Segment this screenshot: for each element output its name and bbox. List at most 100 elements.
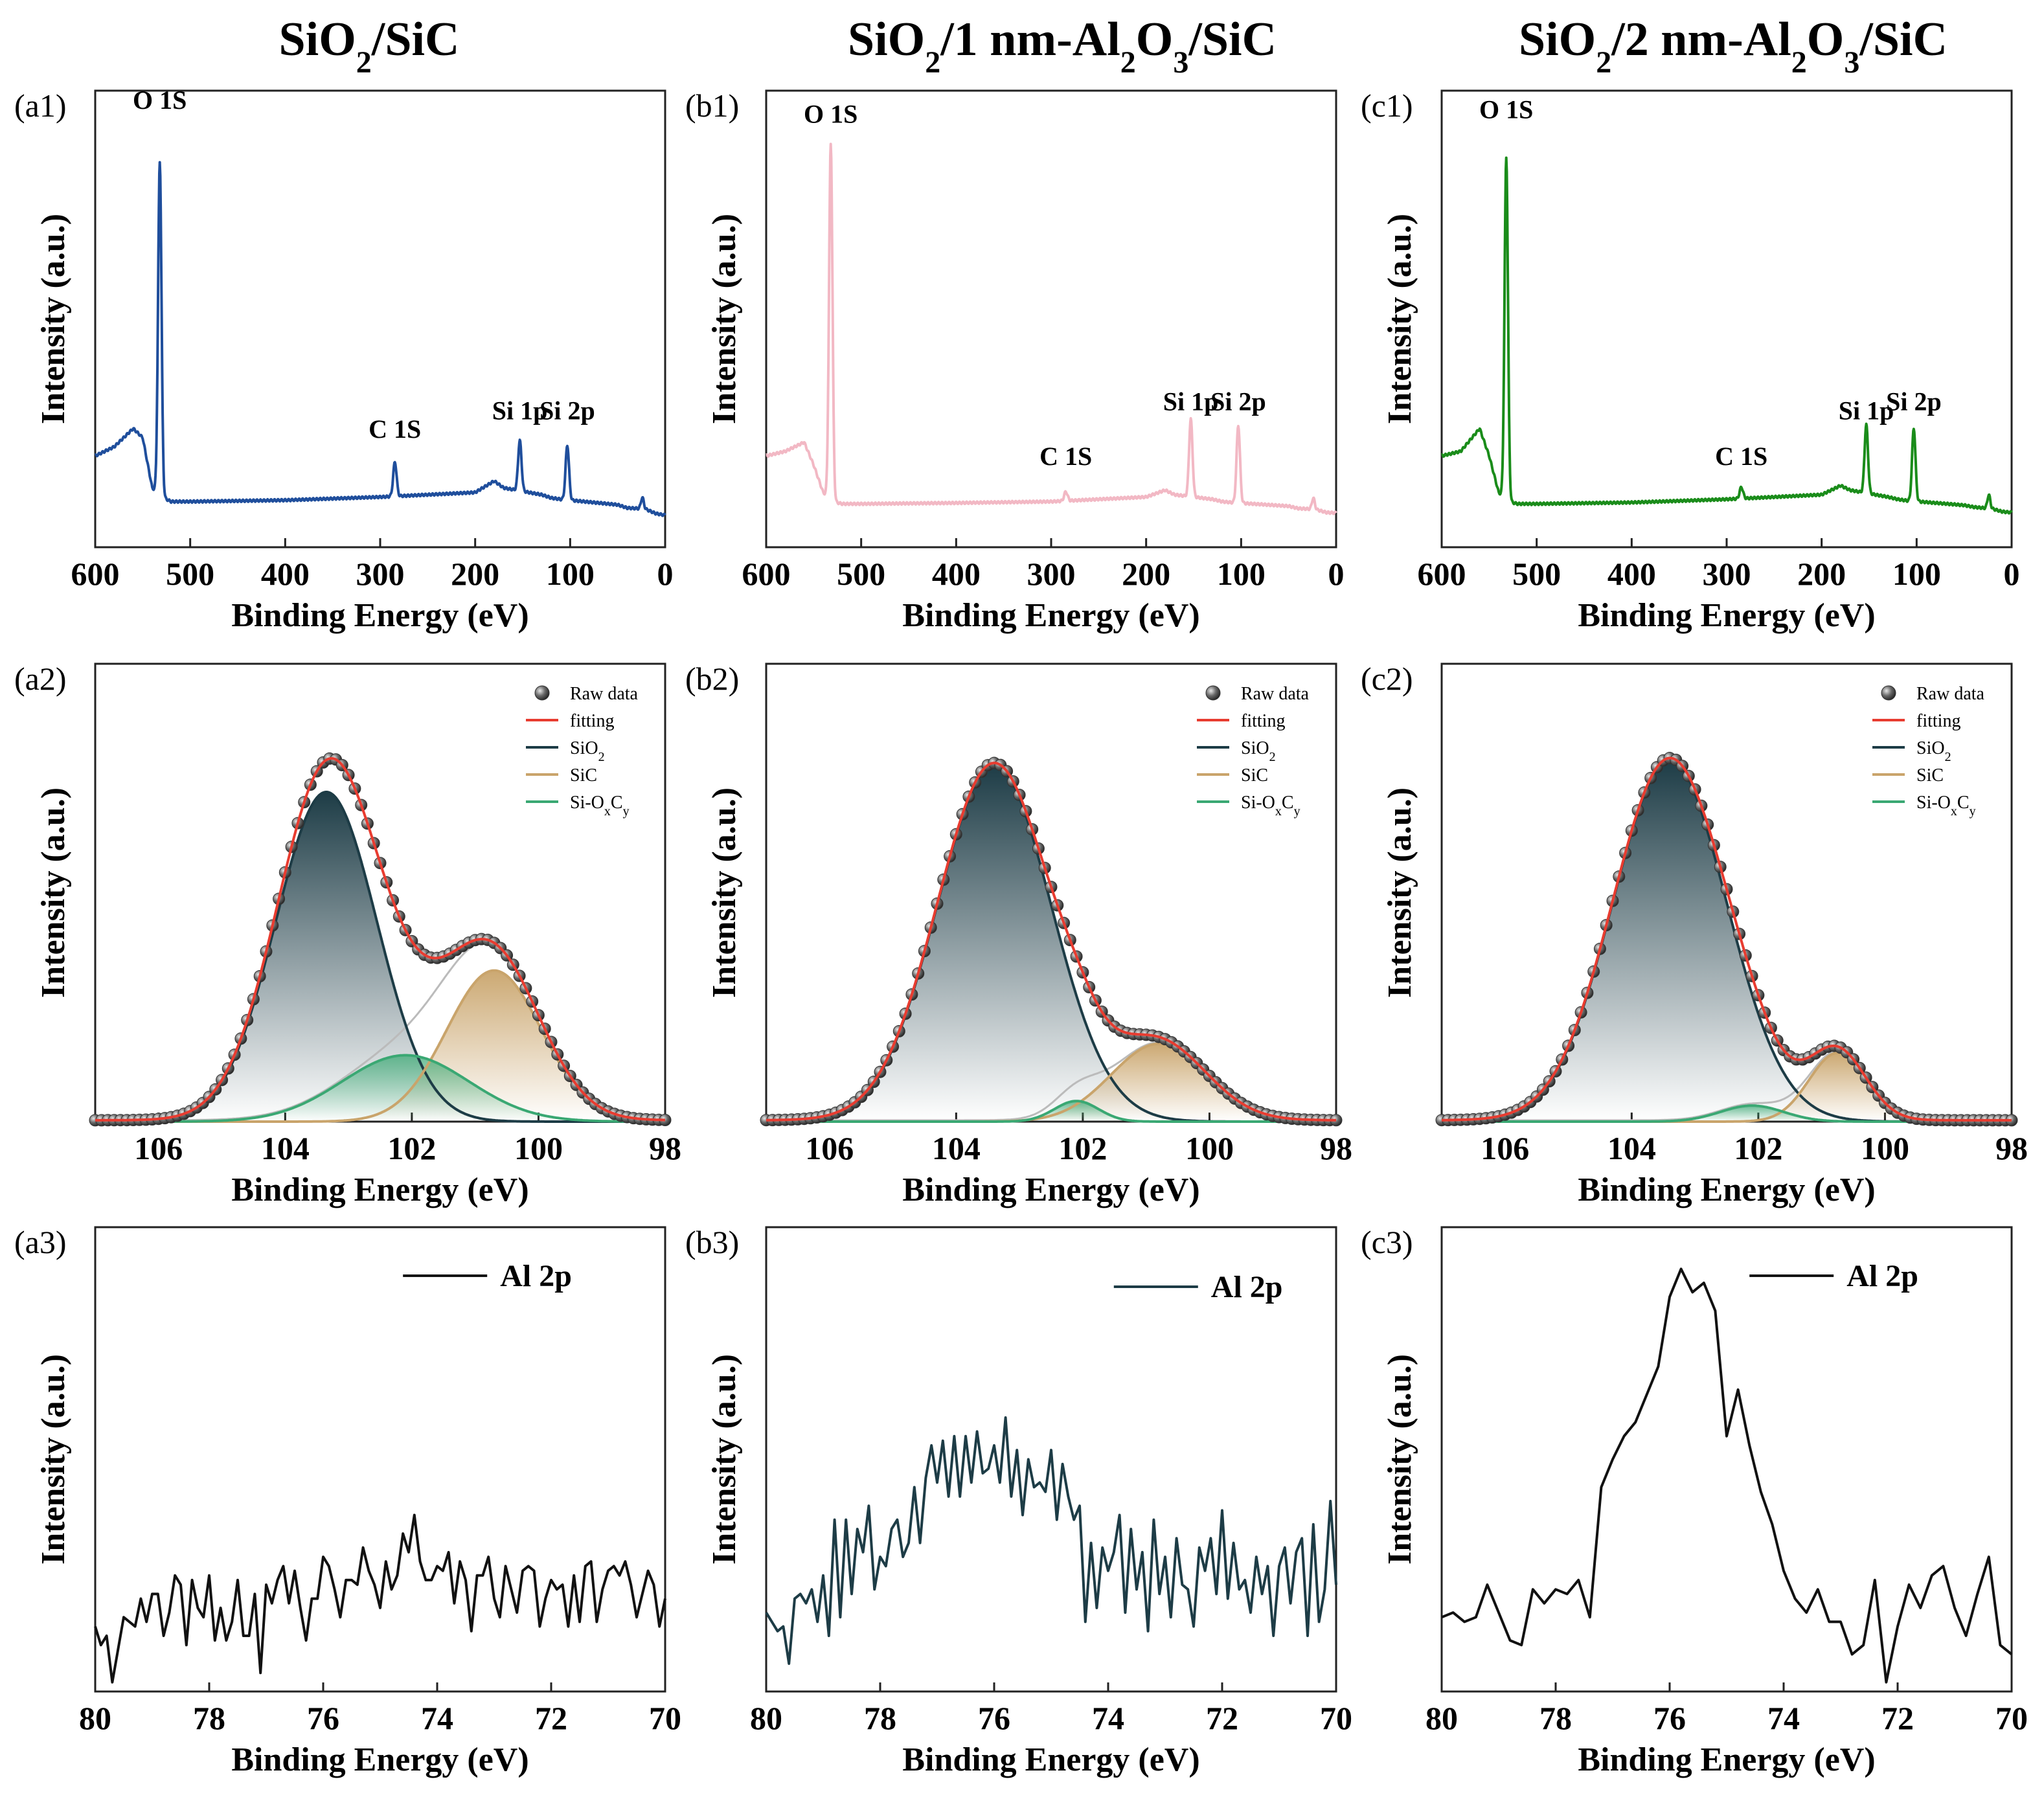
legend-label: Si-OxCy (570, 793, 630, 819)
al2p-series-line (94, 1513, 666, 1684)
legend-raw-data-marker (1881, 685, 1896, 701)
al2p-series-line (765, 1416, 1337, 1665)
peak-annotation: O 1S (133, 85, 187, 115)
x-tick-label: 98 (1320, 1130, 1352, 1166)
y-axis-label: Intensity (a.u.) (35, 1354, 72, 1565)
x-tick-label: 500 (1512, 556, 1561, 592)
y-axis-label: Intensity (a.u.) (35, 214, 72, 424)
survey-series-line (94, 161, 666, 517)
y-axis-label: Intensity (a.u.) (706, 787, 743, 998)
x-axis-label: Binding Energy (eV) (902, 1171, 1199, 1208)
x-tick-label: 200 (451, 556, 499, 592)
legend-label: Si-OxCy (1916, 793, 1976, 819)
x-tick-label: 76 (1653, 1700, 1686, 1736)
x-tick-label: 76 (978, 1700, 1010, 1736)
peak-annotation: C 1S (1715, 442, 1767, 471)
x-tick-label: 78 (864, 1700, 896, 1736)
panel-b3: (b3) 80 78 76 74 72 70 Binding Energy (eV) Inten… (685, 1224, 1352, 1778)
x-tick-label: 500 (166, 556, 214, 592)
x-tick-label: 200 (1797, 556, 1846, 592)
y-axis-label: Intensity (a.u.) (706, 214, 743, 424)
x-tick-label: 0 (2004, 556, 2020, 592)
x-tick-label: 76 (307, 1700, 339, 1736)
survey-series-line (765, 142, 1337, 515)
x-tick-label: 200 (1122, 556, 1170, 592)
peak-annotation: C 1S (369, 414, 421, 444)
panel-c2: (c2) 106 104 102 100 98 Binding Energy (eV) Int… (1361, 661, 2028, 1208)
x-tick-label: 400 (261, 556, 310, 592)
x-tick-label: 102 (1058, 1130, 1107, 1166)
x-tick-label: 600 (742, 556, 791, 592)
peak-annotation: O 1S (1479, 95, 1533, 124)
panel-c1: (c1) 600 500 400 300 200 100 0 Binding Energy (e… (1361, 87, 2020, 634)
x-tick-label: 70 (1995, 1700, 2028, 1736)
x-axis-label: Binding Energy (eV) (231, 1741, 528, 1778)
legend-label: Al 2p (500, 1259, 572, 1293)
x-tick-label: 78 (193, 1700, 225, 1736)
survey-series-line (1440, 156, 2013, 515)
x-axis-label: Binding Energy (eV) (231, 1171, 528, 1208)
x-axis-label: Binding Energy (eV) (1578, 1171, 1875, 1208)
x-tick-label: 98 (1995, 1130, 2028, 1166)
x-tick-label: 100 (546, 556, 595, 592)
x-tick-label: 102 (1734, 1130, 1782, 1166)
panel-label: (b1) (685, 87, 739, 124)
legend-label: fitting (1241, 711, 1285, 731)
x-axis-label: Binding Energy (eV) (231, 597, 528, 634)
x-tick-label: 106 (1481, 1130, 1529, 1166)
x-axis-label: Binding Energy (eV) (1578, 597, 1875, 634)
x-tick-label: 100 (514, 1130, 563, 1166)
x-tick-label: 600 (71, 556, 120, 592)
x-tick-label: 72 (1881, 1700, 1914, 1736)
x-tick-label: 300 (1027, 556, 1076, 592)
plot-frame (1440, 89, 2013, 549)
x-tick-label: 80 (750, 1700, 782, 1736)
x-tick-label: 100 (1217, 556, 1266, 592)
x-tick-label: 300 (356, 556, 405, 592)
legend-label: Al 2p (1846, 1259, 1918, 1293)
x-tick-label: 80 (1425, 1700, 1458, 1736)
peak-annotation: Si 1p (1163, 387, 1219, 416)
panel-label: (c3) (1361, 1224, 1413, 1260)
column-title: SiO2/2 nm-Al2O3/SiC (1519, 13, 1947, 80)
x-tick-label: 72 (535, 1700, 567, 1736)
peak-annotation: O 1S (804, 99, 857, 128)
x-tick-label: 98 (649, 1130, 681, 1166)
panels: (a1) 600 500 400 300 200 100 0 Binding Energy (e… (14, 85, 2028, 1778)
plot-frame (94, 89, 666, 549)
x-tick-label: 70 (1320, 1700, 1352, 1736)
legend-label: SiO2 (570, 738, 605, 764)
y-axis-label: Intensity (a.u.) (35, 787, 72, 998)
column-title: SiO2/1 nm-Al2O3/SiC (848, 13, 1277, 80)
sio2-component-curve-fill (1442, 760, 2012, 1122)
plot-frame (1440, 1226, 2013, 1693)
y-axis-label: Intensity (a.u.) (1381, 1354, 1418, 1565)
x-tick-label: 104 (932, 1130, 981, 1166)
x-tick-label: 104 (261, 1130, 310, 1166)
x-tick-label: 106 (134, 1130, 183, 1166)
x-axis-label: Binding Energy (eV) (902, 597, 1199, 634)
x-tick-label: 104 (1607, 1130, 1656, 1166)
peak-annotation: Si 1p (1839, 396, 1894, 425)
y-axis-label: Intensity (a.u.) (706, 1354, 743, 1565)
panel-c3: (c3) 80 78 76 74 72 70 Binding Energy (eV) Inten… (1361, 1224, 2028, 1778)
legend-label: fitting (570, 711, 614, 731)
sio2-component-curve-fill (766, 764, 1336, 1122)
sioxcy-component-curve-fill (1442, 1105, 2012, 1122)
sioxcy-component-curve-fill (95, 1055, 665, 1122)
panel-label: (a2) (14, 661, 67, 697)
x-tick-label: 74 (1092, 1700, 1124, 1736)
panel-label: (c1) (1361, 87, 1413, 124)
x-tick-label: 72 (1206, 1700, 1238, 1736)
x-tick-label: 100 (1185, 1130, 1234, 1166)
x-tick-label: 300 (1703, 556, 1751, 592)
plot-frame (765, 89, 1337, 549)
peak-annotation: Si 2p (1886, 387, 1942, 416)
panel-label: (b2) (685, 661, 739, 697)
y-axis-label: Intensity (a.u.) (1381, 787, 1418, 998)
legend-label: SiC (570, 765, 597, 786)
x-tick-label: 400 (1607, 556, 1656, 592)
sic-component-curve-fill (1442, 1053, 2012, 1122)
legend-label: fitting (1916, 711, 1960, 731)
